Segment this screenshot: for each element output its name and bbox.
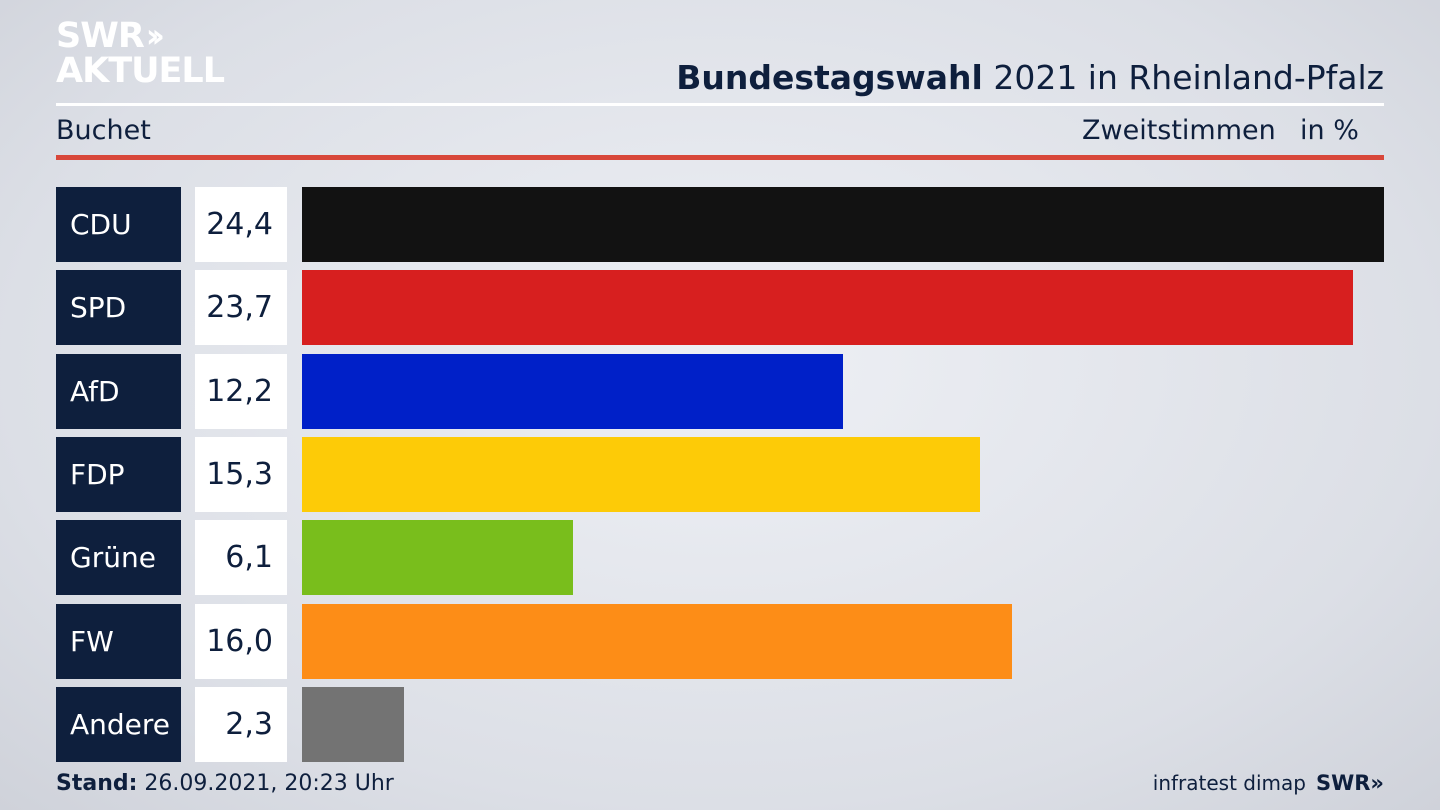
source-credit: infratest dimap SWR» — [1153, 771, 1384, 795]
swr-brand-icon: SWR» — [1315, 771, 1384, 795]
timestamp-label: Stand: — [56, 771, 138, 796]
chart-title-bold: Bundestagswahl — [676, 58, 983, 97]
party-label: Andere — [56, 687, 181, 762]
value-label: 6,1 — [195, 520, 287, 595]
swr-aktuell-logo: SWR›› AKTUELL — [56, 18, 225, 91]
value-label: 12,2 — [195, 354, 287, 429]
party-label: SPD — [56, 270, 181, 345]
region-name: Buchet — [56, 115, 151, 146]
timestamp-value: 26.09.2021, 20:23 Uhr — [137, 771, 394, 796]
value-label: 16,0 — [195, 604, 287, 679]
header-divider — [56, 103, 1384, 106]
value-label: 24,4 — [195, 187, 287, 262]
party-label: AfD — [56, 354, 181, 429]
logo-swr-text: SWR — [56, 16, 145, 56]
value-label: 15,3 — [195, 437, 287, 512]
source-name: infratest dimap — [1152, 771, 1306, 795]
value-label: 2,3 — [195, 687, 287, 762]
logo-aktuell: AKTUELL — [56, 51, 225, 91]
bar — [302, 437, 980, 512]
bar — [302, 187, 1384, 262]
party-label: FW — [56, 604, 181, 679]
unit-label: in % — [1300, 115, 1359, 146]
chart-title: Bundestagswahl 2021 in Rheinland-Pfalz — [676, 58, 1384, 97]
bar — [302, 687, 404, 762]
chart-title-rest: 2021 in Rheinland-Pfalz — [982, 58, 1384, 97]
value-label: 23,7 — [195, 270, 287, 345]
bar — [302, 520, 573, 595]
party-label: CDU — [56, 187, 181, 262]
party-label: Grüne — [56, 520, 181, 595]
party-label: FDP — [56, 437, 181, 512]
timestamp: Stand: 26.09.2021, 20:23 Uhr — [56, 771, 394, 796]
bar — [302, 270, 1353, 345]
bar — [302, 354, 843, 429]
bar — [302, 604, 1012, 679]
accent-divider — [56, 155, 1384, 160]
metric-label: Zweitstimmen — [1082, 115, 1276, 146]
logo-swr: SWR›› — [56, 18, 224, 54]
logo-chevron-icon: ›› — [145, 16, 165, 55]
